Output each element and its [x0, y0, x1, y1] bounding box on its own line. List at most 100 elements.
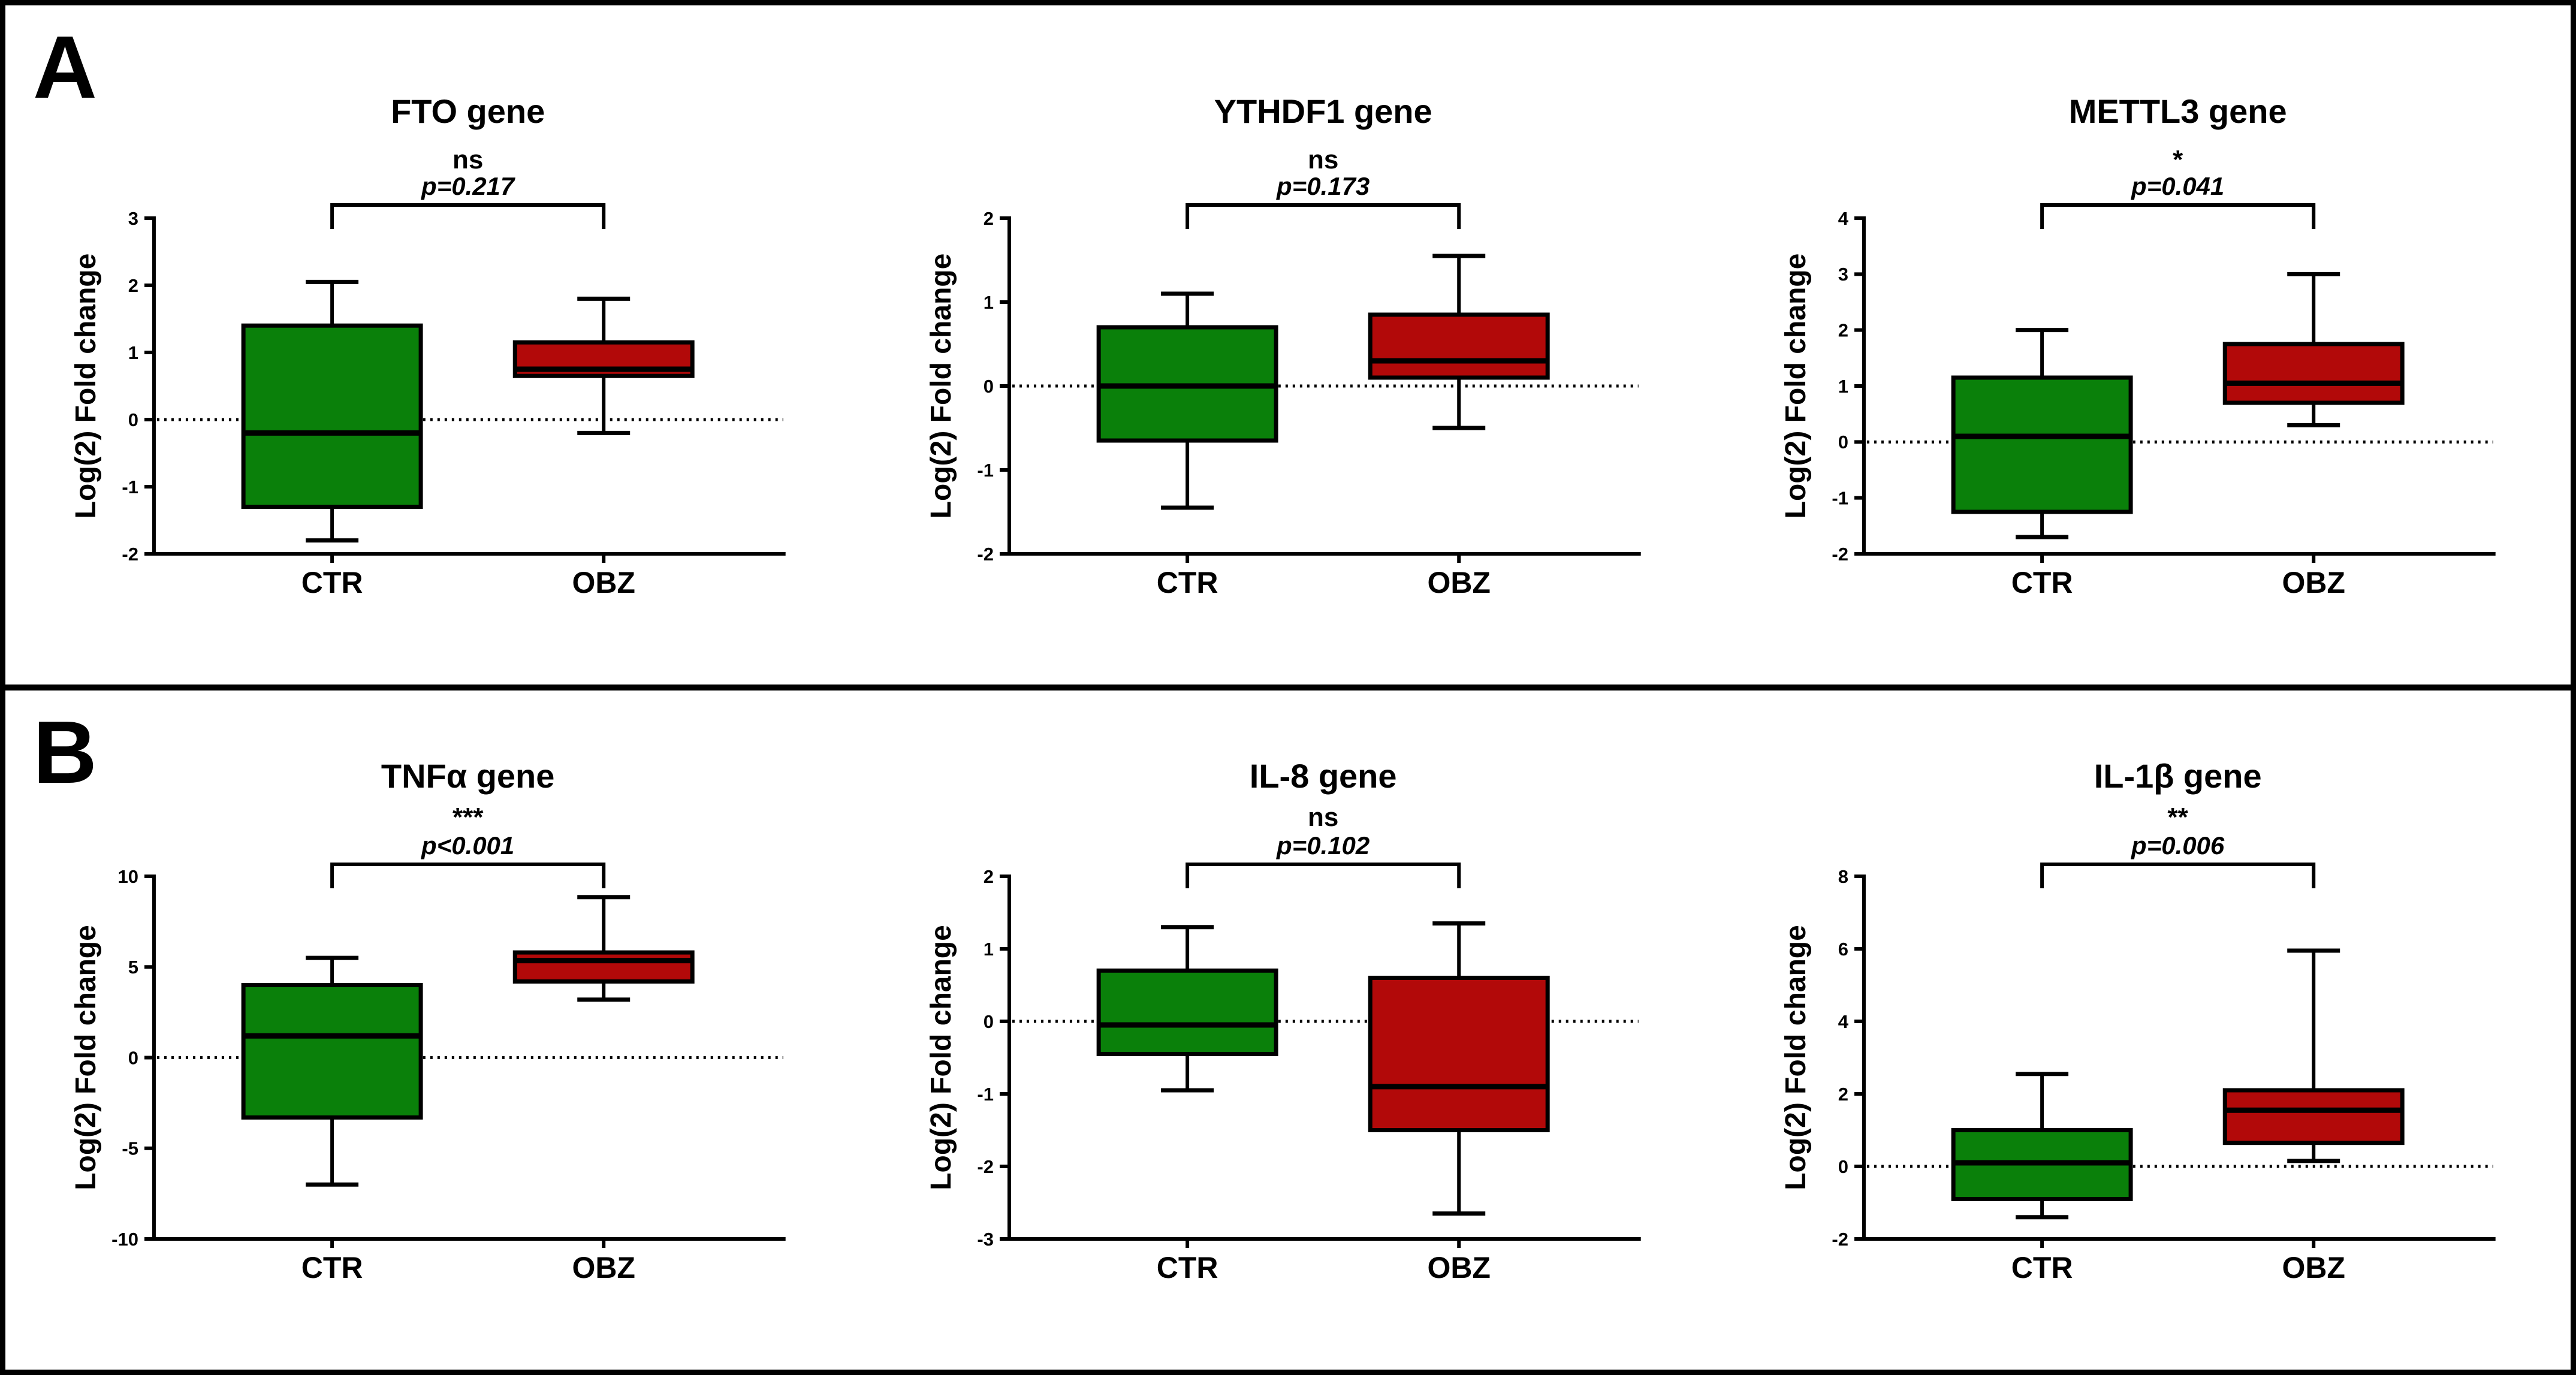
- y-tick-label: 1: [1838, 376, 1848, 397]
- p-value-label: p=0.217: [421, 172, 515, 200]
- y-tick-label: 4: [1838, 1011, 1849, 1032]
- y-tick-label: -2: [1832, 544, 1849, 565]
- iqr-box: [512, 950, 695, 984]
- y-tick-label: -2: [977, 544, 994, 565]
- significance-label: ns: [1308, 803, 1338, 832]
- y-tick-label: 4: [1838, 208, 1849, 229]
- y-tick-label: -2: [1832, 1229, 1849, 1250]
- x-category-label: CTR: [1156, 566, 1218, 599]
- y-tick-label: 0: [1838, 1156, 1848, 1177]
- significance-label: ns: [453, 145, 483, 174]
- boxplot-il8-gene: IL-8 gene nsp=0.102 2 1 0 -1 -2 -3 Log(2) Fold c…: [925, 757, 1641, 1284]
- y-tick-label: 1: [128, 342, 138, 363]
- box-series-obz: [512, 296, 695, 435]
- boxplot-il1b-gene: IL-1β gene **p=0.006 8 6 4 2 0 -2 Log(2) Fold ch…: [1780, 757, 2496, 1284]
- iqr-box: [241, 323, 423, 509]
- box-series-obz: [1368, 921, 1550, 1216]
- y-tick-label: -10: [111, 1229, 138, 1250]
- panel-a-chart-row: FTO gene ns p=0.217 3 2 1 0 -1 -2 Log(2) Fold cha…: [5, 5, 2571, 685]
- chart-mettl3-gene: METTL3 gene * p=0.041 4 3 2 1 0 -1 -2 Log(2) Fold …: [1715, 5, 2571, 685]
- y-tick-label: 1: [983, 292, 993, 313]
- y-tick-label: 2: [128, 275, 138, 296]
- significance-bracket: [2040, 203, 2316, 229]
- box-series-ctr: [1951, 1072, 2133, 1220]
- panel-b-chart-row: TNFα gene *** p<0.001 10 5 0 -5 -10 Log(2) Fold …: [5, 690, 2571, 1370]
- chart-title: TNFα gene: [381, 757, 554, 795]
- box-series-ctr: [1951, 328, 2133, 539]
- y-tick-label: 8: [1838, 866, 1848, 887]
- y-axis-title: Log(2) Fold change: [70, 925, 102, 1190]
- y-axis-title: Log(2) Fold change: [925, 925, 957, 1190]
- iqr-box: [1096, 968, 1278, 1056]
- significance-bracket: [330, 863, 606, 888]
- box-series-obz: [1368, 254, 1550, 430]
- y-tick-label: 5: [128, 957, 138, 978]
- chart-fto-gene: FTO gene ns p=0.217 3 2 1 0 -1 -2 Log(2) Fold cha…: [5, 5, 861, 685]
- chart-title: METTL3 gene: [2069, 92, 2287, 130]
- y-tick-label: 2: [1838, 320, 1848, 341]
- y-tick-label: 2: [983, 208, 993, 229]
- y-tick-label: 0: [128, 1047, 138, 1068]
- boxplot-mettl3-gene: METTL3 gene *p=0.041 4 3 2 1 0 -1 -2 Log(2) Fold …: [1780, 92, 2496, 599]
- p-value-label: p=0.102: [1276, 831, 1370, 860]
- iqr-box: [241, 983, 423, 1120]
- x-category-label: OBZ: [572, 566, 635, 599]
- y-tick-label: 3: [128, 208, 138, 229]
- significance-bracket: [330, 203, 606, 229]
- box-series-obz: [2223, 272, 2405, 427]
- p-value-label: p=0.006: [2131, 831, 2225, 860]
- boxplot-tnfa-gene: TNFα gene ***p<0.001 10 5 0 -5 -10 Log(2) Fold …: [70, 757, 786, 1284]
- y-tick-label: 0: [983, 376, 993, 397]
- y-axis-title: Log(2) Fold change: [925, 254, 957, 519]
- chart-title: IL-1β gene: [2094, 757, 2262, 795]
- y-tick-label: -5: [122, 1138, 138, 1159]
- box-series-obz: [512, 895, 695, 1002]
- p-value-label: p=0.041: [2131, 172, 2224, 200]
- x-category-label: CTR: [2011, 1251, 2073, 1284]
- x-category-label: OBZ: [572, 1251, 635, 1284]
- y-axis-title: Log(2) Fold change: [1780, 925, 1812, 1190]
- y-tick-label: 0: [128, 409, 138, 430]
- iqr-box: [1368, 975, 1550, 1132]
- panel-b: B TNFα gene *** p<0.001 10 5 0 -5 -10 Log(2) Fol…: [5, 690, 2571, 1370]
- significance-label: *: [2173, 145, 2183, 174]
- chart-il8-gene: IL-8 gene ns p=0.102 2 1 0 -1 -2 -3 Log(2) Fold c…: [861, 690, 1716, 1370]
- iqr-box: [2223, 1088, 2405, 1145]
- boxplot-fto-gene: FTO gene nsp=0.217 3 2 1 0 -1 -2 Log(2) Fold cha…: [70, 92, 786, 599]
- y-tick-label: -1: [977, 460, 994, 481]
- box-series-ctr: [241, 279, 423, 543]
- panel-a: A FTO gene ns p=0.217 3 2 1 0 -1 -2 Log(2) Fold c…: [5, 5, 2571, 685]
- panel-divider: [5, 685, 2571, 690]
- box-series-ctr: [1096, 925, 1278, 1093]
- y-tick-label: 10: [117, 866, 138, 887]
- y-tick-label: -3: [977, 1229, 994, 1250]
- x-category-label: OBZ: [1427, 566, 1491, 599]
- iqr-box: [1368, 312, 1550, 380]
- y-tick-label: 2: [983, 866, 993, 887]
- x-category-label: OBZ: [1427, 1251, 1491, 1284]
- boxplot-ythdf1-gene: YTHDF1 gene nsp=0.173 2 1 0 -1 -2 Log(2) Fold c…: [925, 92, 1641, 599]
- panel-a-label: A: [33, 18, 97, 117]
- significance-bracket: [1185, 203, 1461, 229]
- y-tick-label: -2: [122, 544, 138, 565]
- chart-tnfa-gene: TNFα gene *** p<0.001 10 5 0 -5 -10 Log(2) Fold …: [5, 690, 861, 1370]
- significance-bracket: [2040, 863, 2316, 888]
- p-value-label: p<0.001: [421, 831, 514, 860]
- x-category-label: CTR: [301, 1251, 363, 1284]
- box-series-ctr: [1096, 291, 1278, 510]
- y-axis-title: Log(2) Fold change: [1780, 254, 1812, 519]
- x-category-label: CTR: [1156, 1251, 1218, 1284]
- x-category-label: CTR: [301, 566, 363, 599]
- y-tick-label: 1: [983, 939, 993, 960]
- chart-title: IL-8 gene: [1249, 757, 1396, 795]
- chart-title: FTO gene: [391, 92, 545, 130]
- chart-ythdf1-gene: YTHDF1 gene ns p=0.173 2 1 0 -1 -2 Log(2) Fold c…: [861, 5, 1716, 685]
- y-tick-label: 0: [1838, 432, 1848, 453]
- y-tick-label: 3: [1838, 264, 1848, 285]
- x-category-label: OBZ: [2282, 566, 2346, 599]
- box-series-obz: [2223, 948, 2405, 1163]
- y-tick-label: 6: [1838, 939, 1848, 960]
- x-category-label: OBZ: [2282, 1251, 2346, 1284]
- significance-label: ns: [1308, 145, 1338, 174]
